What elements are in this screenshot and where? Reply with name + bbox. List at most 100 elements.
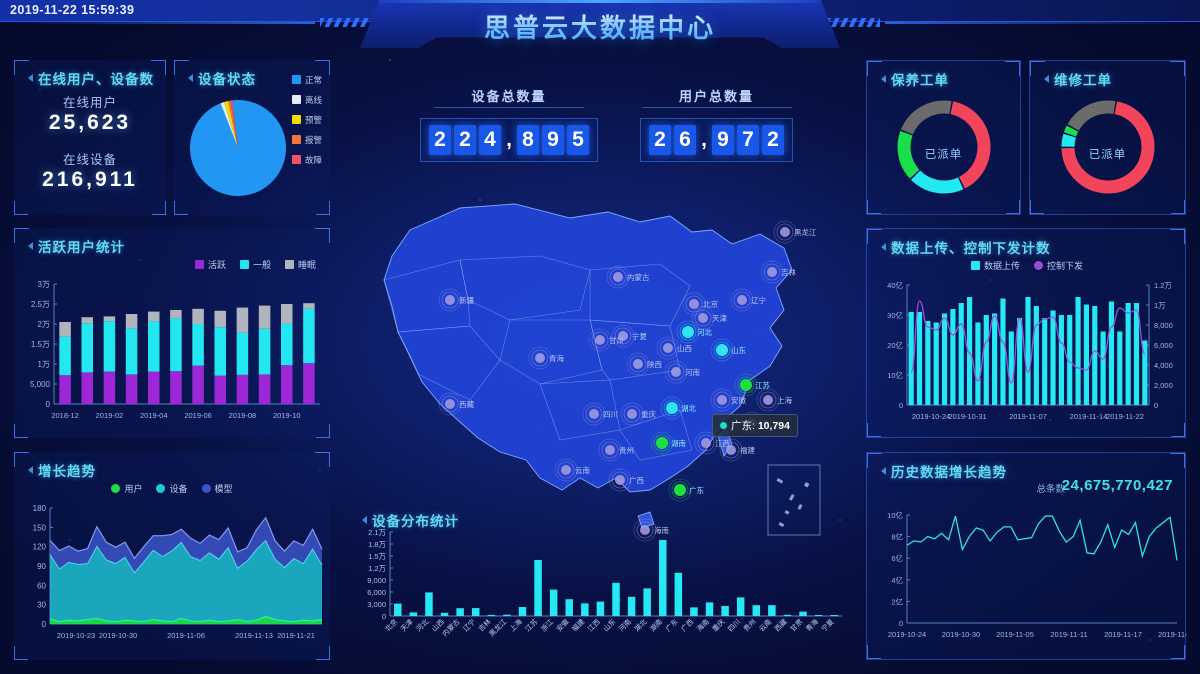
marker-label: 吉林 xyxy=(781,267,796,277)
marker-dot xyxy=(627,409,637,419)
pie-slice-1 xyxy=(220,102,238,148)
marker-ring-outer xyxy=(620,402,644,426)
marker-ring-mid xyxy=(737,376,755,394)
marker-label: 西藏 xyxy=(459,399,474,409)
upload-control-chart[interactable]: 0 10亿 20亿 30亿 40亿 0 2,000 4,000 6,000 8,000 1万 1.2万… xyxy=(867,277,1187,437)
online-device-label: 在线设备 xyxy=(62,153,117,167)
legend-item-用户[interactable]: 用户 xyxy=(111,482,142,495)
legend-item-离线[interactable]: 离线 xyxy=(291,94,322,106)
digit-cell: 2 xyxy=(762,125,784,155)
marker-dot xyxy=(640,525,650,535)
line-模型 xyxy=(49,516,323,560)
datetime-label: 2019-11-22 15:59:39 xyxy=(10,3,134,17)
marker-label: 云南 xyxy=(575,465,590,475)
marker-label: 广东 xyxy=(689,485,704,495)
bar-河南 xyxy=(627,596,636,616)
history-line-chart[interactable]: 0 2亿 4亿 6亿 8亿 10亿 2019-10-24 2019-10-30 2019-11-… xyxy=(867,501,1187,659)
marker-ring-outer xyxy=(633,518,657,542)
legend-item-预警[interactable]: 预警 xyxy=(291,114,322,126)
marker-dot xyxy=(633,359,643,369)
marker-dot xyxy=(589,409,599,419)
legend-item-一般[interactable]: 一般 xyxy=(239,258,271,271)
bar-浙江 xyxy=(549,589,558,616)
map-marker-青海: 青海 xyxy=(528,346,564,370)
line-用户 xyxy=(49,615,323,623)
legend-item-活跃[interactable]: 活跃 xyxy=(194,258,226,271)
marker-label: 宁夏 xyxy=(632,331,647,341)
svg-text:10亿: 10亿 xyxy=(887,510,903,520)
growth-area-chart[interactable]: 0 30 60 90 120 150 180 2019-10-23 2019-10-30 2019… xyxy=(14,500,330,658)
map-marker-河南: 河南 xyxy=(664,360,700,384)
marker-ring-mid xyxy=(611,471,629,489)
bar-安徽 xyxy=(565,599,573,616)
online-device-value: 216,911 xyxy=(42,168,138,191)
panel-title-active-users: 活跃用户统计 xyxy=(28,236,125,256)
legend-label: 模型 xyxy=(214,484,233,494)
bar-天津 xyxy=(409,612,418,616)
legend-item-故障[interactable]: 故障 xyxy=(291,154,322,166)
upload-legend: 数据上传 控制下发 xyxy=(867,259,1187,272)
bar-河北 xyxy=(425,592,433,616)
legend-swatch xyxy=(970,261,980,270)
svg-text:2019-11-14: 2019-11-14 xyxy=(1070,412,1108,421)
panel-title-history: 历史数据增长趋势 xyxy=(881,461,1007,481)
upload-bar xyxy=(908,312,914,405)
online-user-value: 25,623 xyxy=(48,111,132,134)
repair-donut-center-label: 已派单 xyxy=(1088,149,1127,161)
bar-山西 xyxy=(440,612,449,616)
marker-ring-outer xyxy=(668,478,692,502)
map-province-border xyxy=(619,409,693,461)
map-marker-安徽: 安徽 xyxy=(710,388,746,412)
bar-广东 xyxy=(674,572,683,616)
inset-island xyxy=(776,478,784,484)
repair-donut-chart[interactable] xyxy=(1030,93,1187,211)
chevron-right-icon xyxy=(881,75,886,83)
maintenance-donut-chart[interactable] xyxy=(867,93,1022,211)
legend-item-控制下发[interactable]: 控制下发 xyxy=(1034,259,1083,272)
svg-text:1.2万: 1.2万 xyxy=(368,564,386,573)
svg-text:2019-10-30: 2019-10-30 xyxy=(99,631,137,640)
map-marker-山东: 山东 xyxy=(710,338,746,362)
marker-dot xyxy=(605,445,615,455)
marker-ring-outer xyxy=(730,288,754,312)
upload-bar xyxy=(1042,318,1048,405)
bar-segment xyxy=(147,321,160,372)
device-status-pie-chart[interactable] xyxy=(174,90,330,210)
donut-arc-已派单 xyxy=(950,101,991,189)
upload-bar xyxy=(1108,301,1115,405)
legend-item-睡眠[interactable]: 睡眠 xyxy=(284,258,316,271)
x-tick-甘肃: 甘肃 xyxy=(788,617,804,633)
legend-item-数据上传[interactable]: 数据上传 xyxy=(970,259,1020,272)
svg-text:150: 150 xyxy=(33,523,47,532)
marker-dot xyxy=(535,353,545,363)
x-tick-贵州: 贵州 xyxy=(741,617,757,633)
marker-ring-outer xyxy=(608,468,632,492)
marker-label: 新疆 xyxy=(459,295,474,305)
header-stripes-left xyxy=(320,18,400,27)
legend-label: 故障 xyxy=(304,155,322,165)
bar-segment xyxy=(280,323,293,366)
legend-swatch xyxy=(291,95,301,104)
legend-item-模型[interactable]: 模型 xyxy=(201,482,233,495)
active-users-bar-chart[interactable]: 0 5,000 1万 1.5万 2万 2.5万 3万 2018-12 2019-02 2019-0… xyxy=(14,276,330,436)
upload-bar xyxy=(1000,298,1006,405)
upload-bar xyxy=(925,321,931,405)
marker-ring-mid xyxy=(623,405,641,423)
svg-text:30亿: 30亿 xyxy=(887,310,903,320)
bar-segment xyxy=(192,365,204,404)
marker-label: 上海 xyxy=(777,395,792,405)
digit-cell: 4 xyxy=(479,125,501,155)
marker-ring-mid xyxy=(763,263,781,281)
marker-ring-outer xyxy=(656,336,680,360)
x-tick-山东: 山东 xyxy=(601,617,617,633)
svg-text:0: 0 xyxy=(382,612,386,621)
x-tick-四川: 四川 xyxy=(727,618,743,634)
bar-四川 xyxy=(736,597,745,616)
legend-item-报警[interactable]: 报警 xyxy=(291,134,322,146)
bar-广西 xyxy=(690,607,698,616)
legend-item-正常[interactable]: 正常 xyxy=(291,74,322,86)
legend-item-设备[interactable]: 设备 xyxy=(156,482,188,495)
svg-text:6,000: 6,000 xyxy=(1154,341,1173,350)
marker-ring-mid xyxy=(667,363,685,381)
